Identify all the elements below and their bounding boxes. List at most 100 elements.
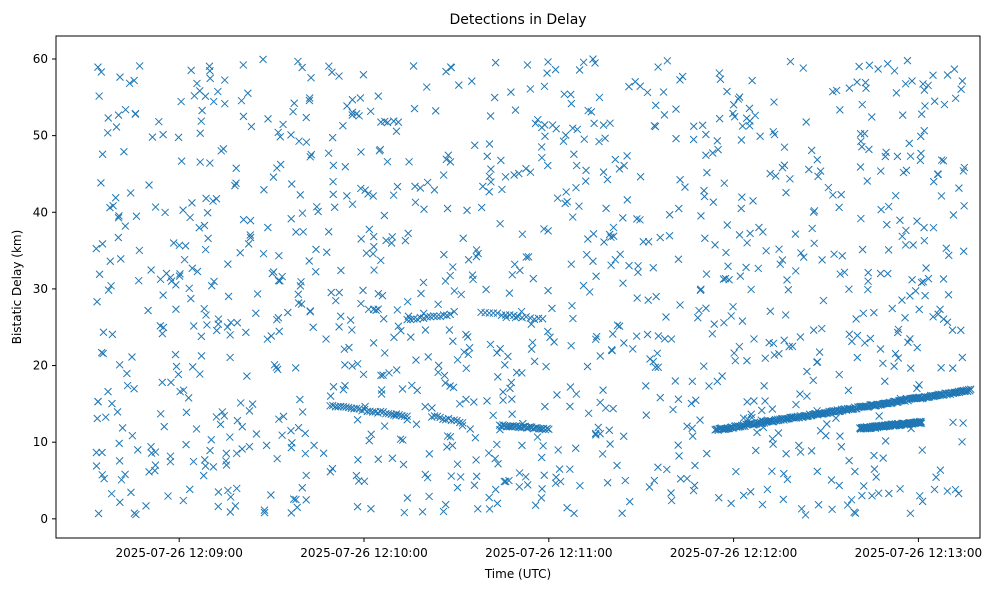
data-point: [380, 211, 389, 220]
data-point: [339, 385, 348, 394]
data-point: [870, 451, 878, 460]
data-point: [669, 405, 677, 414]
data-point: [243, 372, 251, 380]
data-point: [523, 61, 532, 69]
data-point: [665, 210, 674, 219]
data-point: [592, 272, 600, 281]
data-point: [448, 337, 457, 346]
data-point: [98, 448, 106, 457]
data-point: [674, 395, 683, 404]
data-point: [697, 285, 705, 294]
data-point: [448, 441, 457, 450]
data-point: [302, 138, 311, 147]
data-point: [287, 443, 296, 452]
data-point: [305, 257, 314, 265]
data-point: [274, 128, 283, 137]
data-point: [544, 58, 552, 66]
data-point: [748, 76, 756, 85]
data-point: [181, 242, 190, 250]
data-point: [156, 409, 165, 418]
data-point: [602, 204, 610, 213]
data-point: [269, 173, 278, 182]
data-point: [920, 236, 929, 245]
data-point: [496, 219, 504, 228]
data-point: [411, 182, 419, 191]
data-point: [247, 122, 256, 131]
data-point: [568, 213, 577, 221]
data-point: [464, 350, 473, 359]
data-point: [802, 118, 811, 126]
data-point: [374, 455, 383, 464]
data-point: [619, 432, 628, 441]
data-point: [562, 188, 571, 196]
data-point: [751, 446, 760, 455]
data-point: [603, 175, 612, 184]
data-point: [118, 424, 127, 432]
data-point: [399, 460, 408, 469]
data-point: [812, 358, 821, 367]
data-point: [448, 263, 457, 271]
data-point: [462, 395, 470, 404]
data-point: [596, 429, 605, 438]
data-point: [291, 363, 300, 372]
data-point: [518, 441, 526, 450]
data-point: [485, 140, 494, 148]
data-point: [494, 459, 502, 468]
data-point: [186, 213, 194, 222]
data-point: [429, 312, 438, 320]
data-point: [944, 290, 953, 299]
data-point: [589, 55, 597, 63]
data-point: [799, 64, 808, 72]
data-point: [378, 291, 387, 300]
data-point: [329, 161, 338, 170]
data-point: [591, 59, 599, 67]
data-point: [623, 152, 631, 160]
data-point: [225, 433, 234, 441]
data-point: [174, 133, 183, 142]
data-point: [890, 362, 898, 371]
data-point: [727, 499, 735, 508]
data-point: [201, 245, 210, 254]
data-point: [199, 471, 208, 480]
data-point: [829, 191, 837, 199]
data-point: [383, 118, 392, 127]
data-point: [287, 426, 295, 435]
data-point: [161, 208, 169, 217]
data-point: [115, 498, 124, 507]
data-point: [239, 61, 248, 69]
data-point: [94, 509, 103, 518]
data-point: [882, 148, 890, 157]
data-point: [537, 494, 546, 502]
data-point: [92, 244, 101, 253]
data-point: [542, 362, 550, 371]
data-point: [239, 112, 248, 121]
data-point: [551, 479, 560, 488]
data-point: [275, 251, 283, 260]
data-point: [898, 111, 907, 119]
y-tick-label: 20: [33, 359, 48, 373]
data-point: [365, 436, 374, 445]
data-point: [108, 399, 116, 408]
data-point: [238, 422, 247, 431]
data-point: [322, 248, 331, 257]
data-point: [572, 161, 581, 170]
data-point: [528, 338, 537, 347]
data-point: [567, 341, 576, 350]
data-point: [920, 223, 928, 232]
data-point: [742, 263, 750, 272]
data-point: [607, 345, 616, 354]
data-point: [127, 488, 135, 497]
data-point: [474, 249, 483, 258]
data-point: [232, 484, 241, 493]
data-point: [780, 143, 789, 152]
data-point: [428, 404, 436, 412]
data-point: [884, 489, 893, 498]
data-point: [877, 205, 885, 214]
data-point: [324, 62, 333, 71]
data-point: [107, 281, 115, 290]
data-point: [828, 505, 836, 514]
data-point: [491, 485, 500, 494]
x-axis-label: Time (UTC): [484, 567, 551, 581]
data-point: [424, 353, 433, 361]
data-point: [901, 79, 910, 88]
